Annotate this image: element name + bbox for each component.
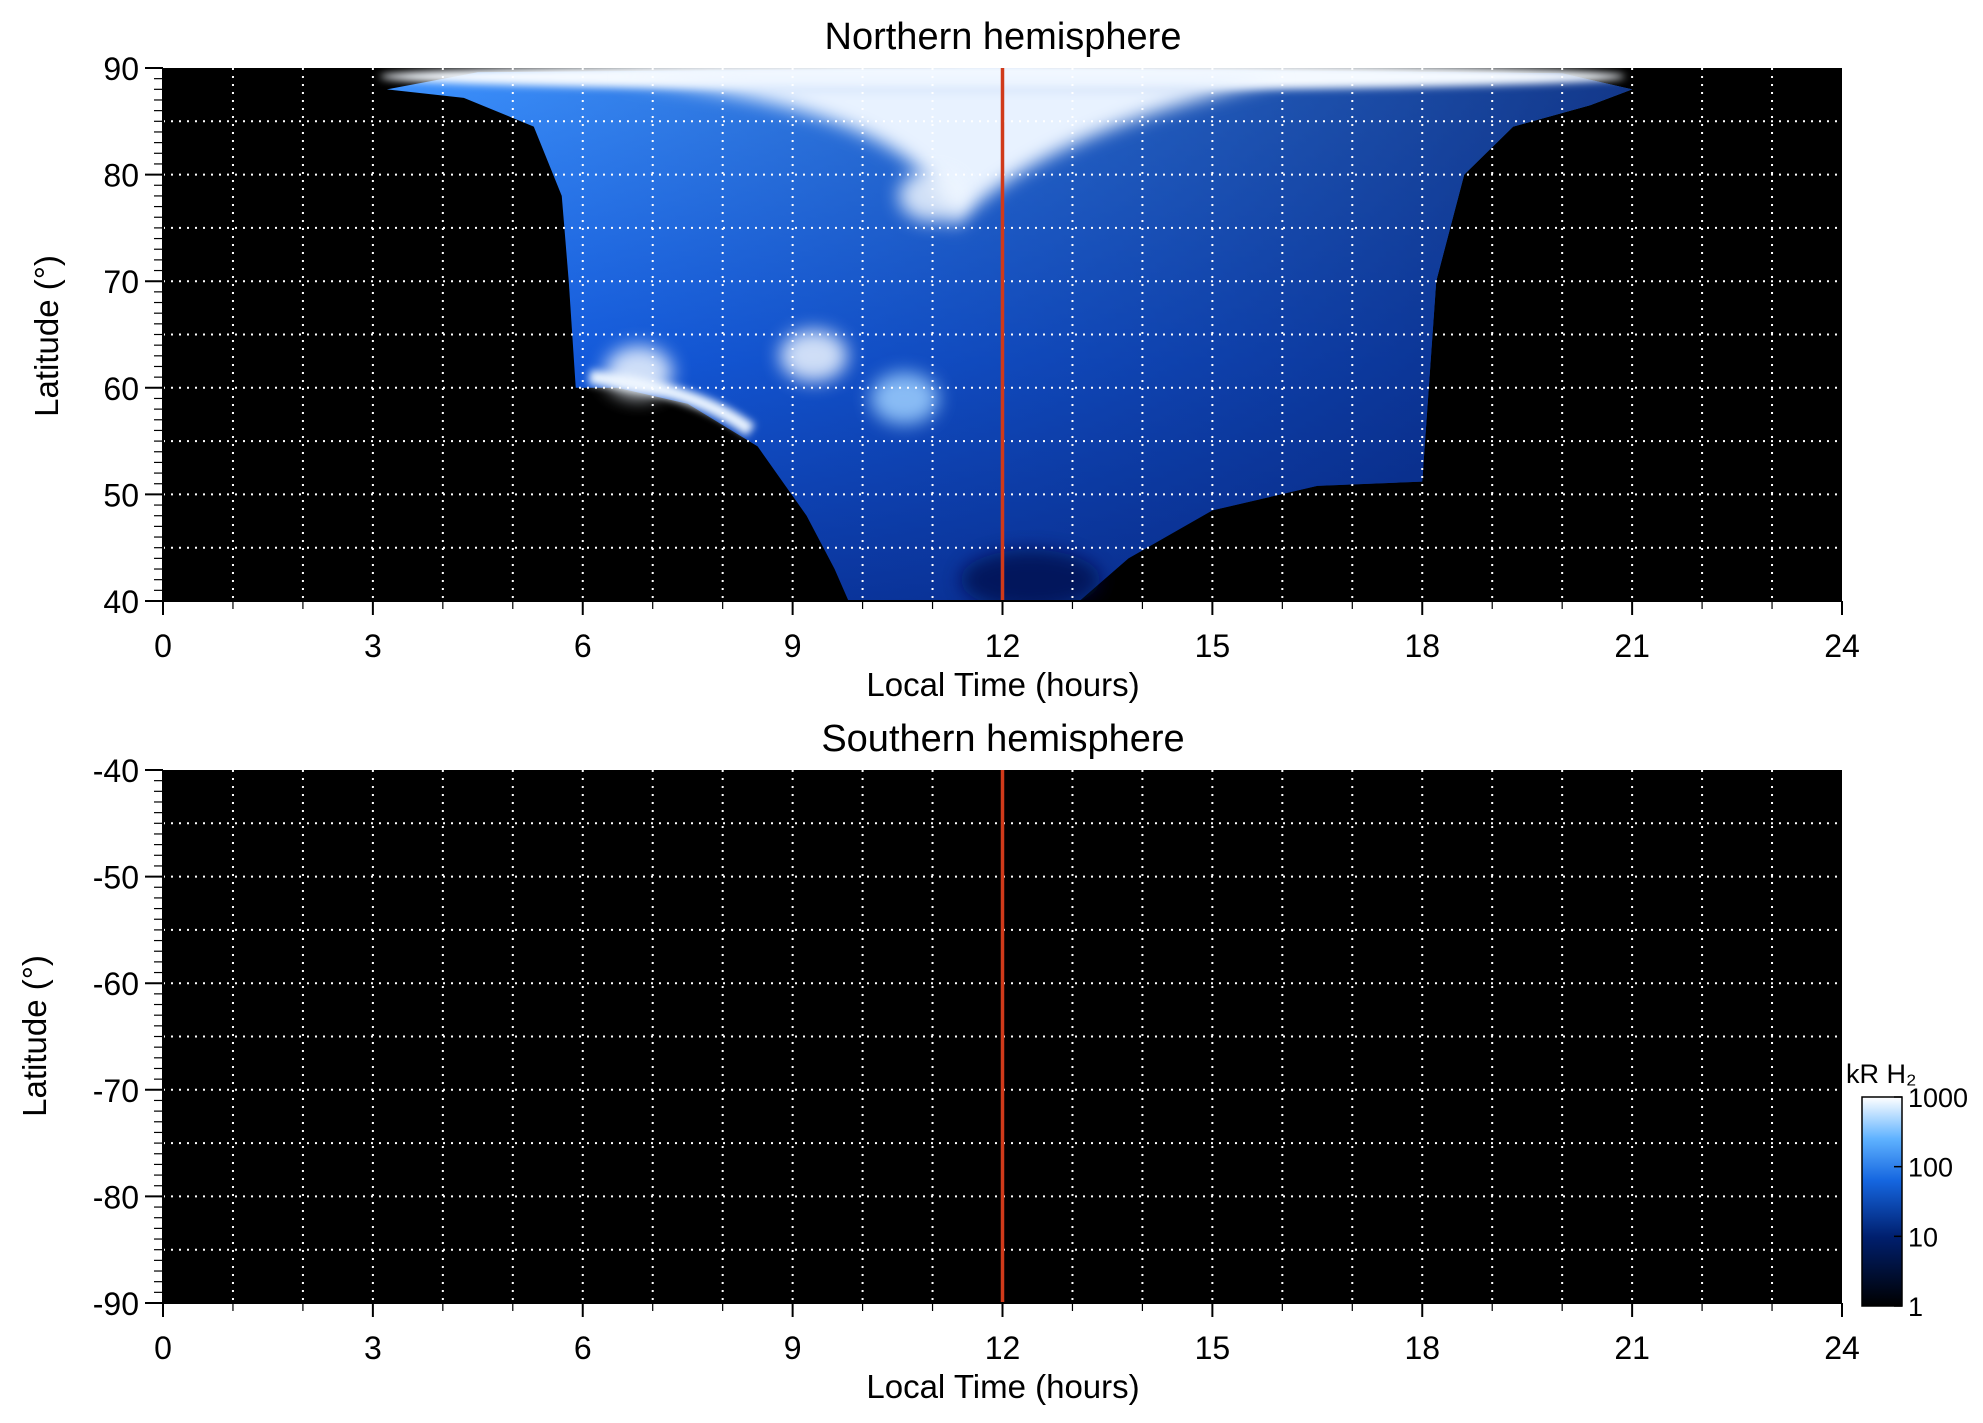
y-tick-label: 70 (103, 264, 139, 300)
south-y-axis: -40 -50 -60 -70 -80 -90 (93, 753, 164, 1322)
x-tick-label: 21 (1614, 628, 1650, 664)
south-y-axis-label: Latitude (°) (16, 955, 53, 1117)
north-emission-region (380, 68, 1633, 601)
x-tick-label: 18 (1404, 628, 1440, 664)
bright-feature (779, 329, 848, 382)
y-tick-label: -80 (93, 1179, 139, 1215)
y-tick-label: 50 (103, 477, 139, 513)
colorbar-tick-label: 1000 (1908, 1083, 1968, 1113)
x-tick-label: 12 (985, 628, 1021, 664)
x-tick-label: 0 (154, 1330, 172, 1366)
bright-feature (870, 372, 939, 425)
x-tick-label: 0 (154, 628, 172, 664)
panel-northern-hemisphere: Northern hemisphere 40 50 60 70 80 90 0 3 6 9 12 1… (28, 16, 1860, 703)
y-tick-label: -40 (93, 753, 139, 789)
x-tick-label: 21 (1614, 1330, 1650, 1366)
north-x-axis: 0 3 6 9 12 15 18 21 24 (154, 600, 1860, 664)
north-y-axis-label: Latitude (°) (28, 255, 65, 417)
x-tick-label: 24 (1824, 628, 1860, 664)
south-x-axis: 0 3 6 9 12 15 18 21 24 (154, 1302, 1860, 1366)
north-x-axis-label: Local Time (hours) (866, 666, 1139, 703)
x-tick-label: 15 (1195, 1330, 1231, 1366)
bright-feature (604, 345, 673, 398)
bright-feature (898, 169, 967, 222)
y-tick-label: 90 (103, 51, 139, 87)
north-grid (163, 68, 1842, 601)
colorbar-gradient (1861, 1096, 1903, 1307)
colorbar-tick-label: 10 (1908, 1222, 1938, 1252)
x-tick-label: 6 (574, 628, 592, 664)
emission-dusk-shading (386, 68, 1633, 601)
y-tick-label: 60 (103, 371, 139, 407)
x-tick-label: 18 (1404, 1330, 1440, 1366)
low-latitude-dark-patch (960, 549, 1101, 601)
colorbar: kR H₂ 1000 100 10 1 (1846, 1059, 1968, 1322)
colorbar-tick-label: 100 (1908, 1153, 1953, 1183)
x-tick-label: 12 (985, 1330, 1021, 1366)
x-tick-label: 6 (574, 1330, 592, 1366)
y-tick-label: 40 (103, 584, 139, 620)
north-y-axis: 40 50 60 70 80 90 (103, 51, 164, 620)
x-tick-label: 3 (364, 628, 382, 664)
north-title: Northern hemisphere (825, 16, 1182, 58)
x-tick-label: 9 (784, 1330, 802, 1366)
x-tick-label: 15 (1195, 628, 1231, 664)
y-tick-label: -90 (93, 1286, 139, 1322)
colorbar-tick-label: 1 (1908, 1292, 1923, 1322)
y-tick-label: 80 (103, 158, 139, 194)
south-title: Southern hemisphere (821, 718, 1184, 760)
x-tick-label: 9 (784, 628, 802, 664)
panel-southern-hemisphere: Southern hemisphere -40 -50 -60 -70 -80 -90 0… (16, 718, 1860, 1405)
y-tick-label: -50 (93, 860, 139, 896)
x-tick-label: 3 (364, 1330, 382, 1366)
south-x-axis-label: Local Time (hours) (866, 1368, 1139, 1405)
x-tick-label: 24 (1824, 1330, 1860, 1366)
cusp-bright-region (617, 78, 1283, 228)
y-tick-label: -70 (93, 1073, 139, 1109)
y-tick-label: -60 (93, 966, 139, 1002)
colorbar-label: kR H₂ (1846, 1059, 1916, 1089)
colorbar-ticks: 1000 100 10 1 (1894, 1083, 1968, 1322)
